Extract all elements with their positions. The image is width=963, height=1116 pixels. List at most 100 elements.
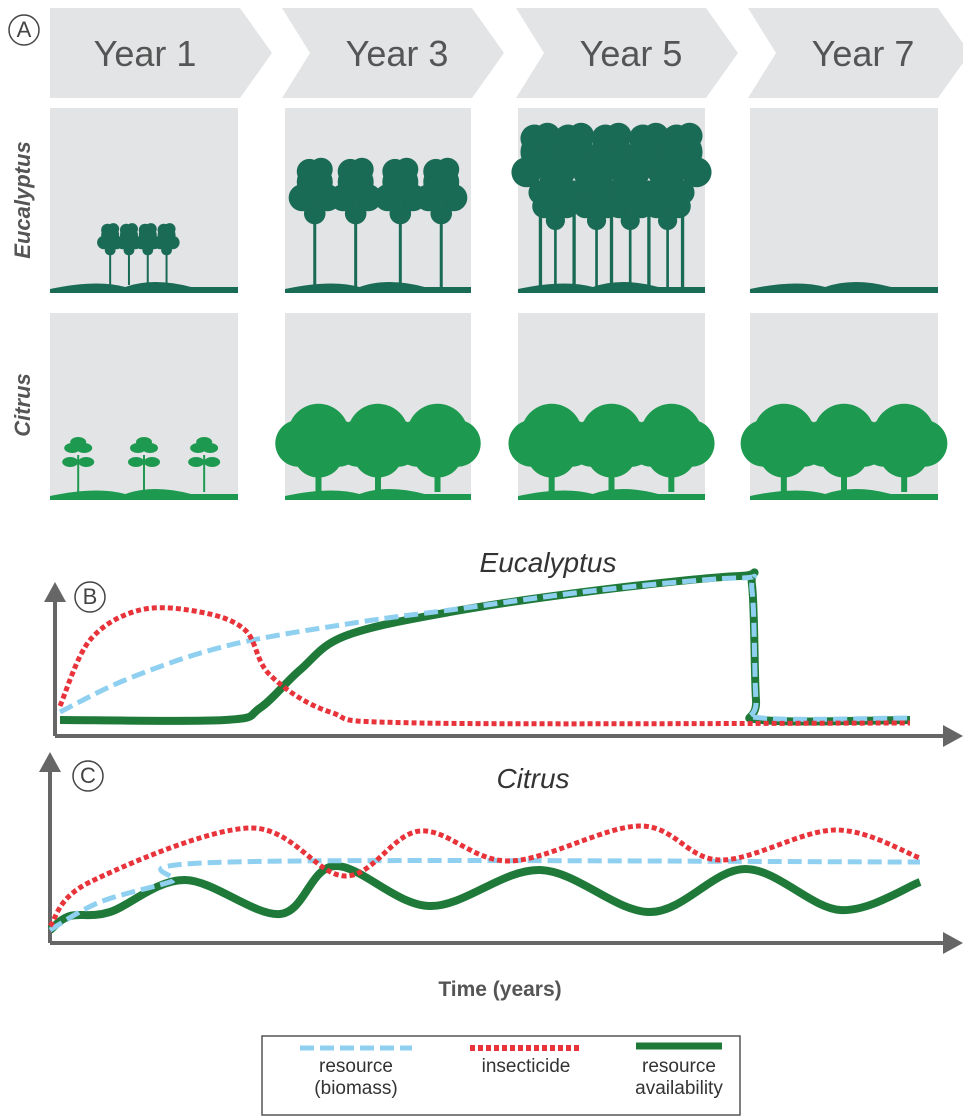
- canopy: [605, 122, 632, 149]
- row-label: Citrus: [10, 373, 35, 437]
- canopy: [662, 170, 684, 192]
- canopy: [107, 223, 120, 235]
- trunk: [901, 463, 908, 492]
- canopy: [161, 244, 172, 256]
- panel-title: Citrus: [496, 763, 569, 794]
- canopy: [573, 194, 598, 219]
- canopy: [642, 122, 669, 149]
- panel-label: B: [83, 584, 98, 609]
- ground: [750, 489, 938, 500]
- trunk: [548, 463, 555, 492]
- year-label: Year 3: [346, 33, 449, 74]
- canopy: [620, 210, 640, 231]
- canopy: [681, 157, 712, 188]
- curve: [57, 605, 911, 727]
- ground: [285, 489, 471, 500]
- trunk: [434, 463, 441, 492]
- panels: [50, 108, 948, 500]
- canopy: [532, 194, 557, 219]
- curve: [59, 568, 911, 726]
- canopy: [554, 194, 579, 219]
- panel-label: A: [17, 17, 32, 42]
- canopy: [591, 170, 613, 192]
- legend-label: insecticide: [481, 1056, 571, 1077]
- trunk: [608, 463, 615, 492]
- canopy: [545, 210, 566, 231]
- year-label: Year 5: [580, 33, 683, 74]
- curves: [57, 568, 911, 727]
- leaf: [62, 457, 79, 467]
- trunk: [375, 463, 381, 492]
- ground: [50, 489, 238, 500]
- ground: [518, 282, 705, 293]
- panel-b: [44, 582, 963, 747]
- panel-c: [39, 752, 963, 954]
- leaf: [196, 437, 213, 447]
- panel-label: C: [80, 763, 96, 788]
- year-headers: Year 1 Year 3 Year 5 Year 7: [50, 8, 963, 98]
- curve: [47, 862, 922, 934]
- canopy: [142, 244, 154, 256]
- canopy: [568, 122, 595, 149]
- canopy: [550, 170, 572, 192]
- canopy: [352, 427, 404, 478]
- canopy: [607, 194, 631, 219]
- canopy: [625, 170, 647, 192]
- trunk: [780, 463, 787, 492]
- legend-label: resource availability: [635, 1056, 723, 1099]
- leaf: [70, 437, 87, 447]
- canopy: [586, 210, 607, 231]
- canopy: [430, 202, 453, 225]
- arrow: [44, 582, 66, 602]
- trunk: [668, 463, 675, 492]
- canopy: [646, 427, 697, 478]
- canopy: [526, 427, 577, 478]
- leaf: [128, 457, 144, 467]
- year-label: Year 1: [94, 33, 197, 74]
- label-circle: [8, 14, 40, 46]
- canopy: [145, 223, 157, 235]
- leaf: [144, 457, 160, 467]
- canopy: [878, 427, 930, 478]
- canopy: [309, 157, 333, 182]
- canopy: [818, 427, 870, 478]
- panel-title: Eucalyptus: [480, 547, 617, 578]
- curve: [48, 858, 921, 933]
- canopy: [303, 202, 326, 225]
- trunk: [841, 463, 847, 492]
- canopy: [394, 157, 419, 182]
- chevron: [516, 8, 738, 98]
- canopy: [123, 244, 135, 256]
- canopy: [293, 427, 344, 478]
- curves: [47, 823, 922, 934]
- leaf: [188, 457, 205, 467]
- chevron: [50, 8, 272, 98]
- arrow: [943, 932, 963, 954]
- canopy: [126, 223, 138, 235]
- canopy: [644, 194, 669, 219]
- chevron: [748, 8, 963, 98]
- canopy: [534, 122, 561, 149]
- leaf: [204, 457, 221, 467]
- canopy: [758, 427, 810, 478]
- canopy: [389, 202, 412, 225]
- trunk: [315, 463, 322, 492]
- legend-label: resource (biomass): [314, 1056, 398, 1099]
- ground: [750, 282, 938, 293]
- canopy: [435, 157, 460, 182]
- canopy: [658, 210, 678, 231]
- ground: [50, 282, 238, 293]
- canopy: [350, 157, 374, 182]
- curve: [58, 573, 911, 722]
- canopy: [511, 157, 542, 188]
- canopy: [412, 427, 463, 478]
- panel-bg: [50, 108, 238, 293]
- leaf: [136, 437, 152, 447]
- leaf: [78, 457, 95, 467]
- arrow: [943, 725, 963, 747]
- chevron: [282, 8, 504, 98]
- label-circle: [74, 581, 106, 613]
- curve: [47, 823, 921, 928]
